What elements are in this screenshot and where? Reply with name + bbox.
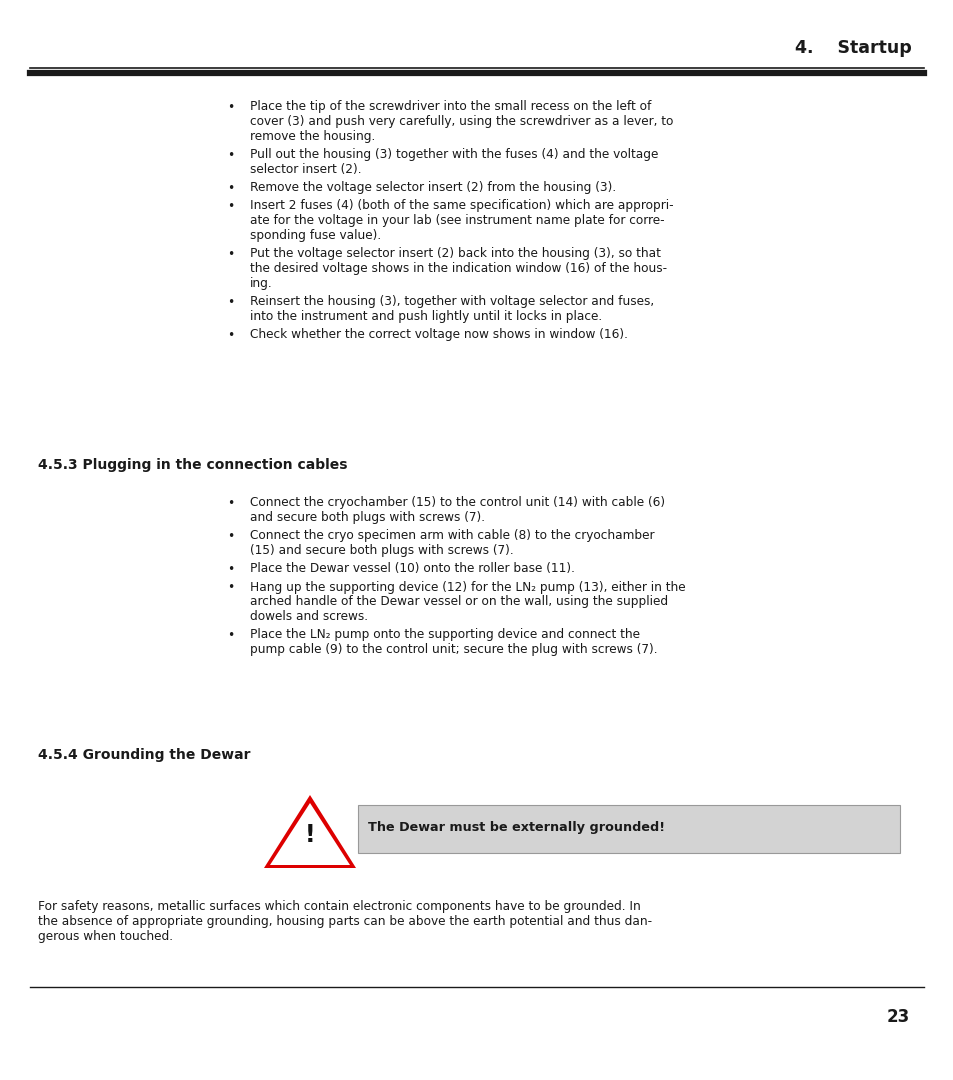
Text: •: • <box>227 563 234 577</box>
Text: Insert 2 fuses (4) (both of the same specification) which are appropri-: Insert 2 fuses (4) (both of the same spe… <box>250 200 673 213</box>
Text: •: • <box>227 329 234 342</box>
Text: Pull out the housing (3) together with the fuses (4) and the voltage: Pull out the housing (3) together with t… <box>250 148 658 161</box>
Text: 23: 23 <box>886 1008 909 1026</box>
Text: •: • <box>227 497 234 510</box>
Text: dowels and screws.: dowels and screws. <box>250 610 368 623</box>
Text: Place the tip of the screwdriver into the small recess on the left of: Place the tip of the screwdriver into th… <box>250 100 651 113</box>
Text: !: ! <box>304 823 315 848</box>
Text: •: • <box>227 581 234 594</box>
Text: Place the LN₂ pump onto the supporting device and connect the: Place the LN₂ pump onto the supporting d… <box>250 629 639 642</box>
Text: •: • <box>227 530 234 543</box>
Text: into the instrument and push lightly until it locks in place.: into the instrument and push lightly unt… <box>250 310 601 323</box>
Text: •: • <box>227 200 234 213</box>
Text: •: • <box>227 630 234 643</box>
Text: Check whether the correct voltage now shows in window (16).: Check whether the correct voltage now sh… <box>250 328 627 341</box>
Text: Remove the voltage selector insert (2) from the housing (3).: Remove the voltage selector insert (2) f… <box>250 181 616 194</box>
Text: Place the Dewar vessel (10) onto the roller base (11).: Place the Dewar vessel (10) onto the rol… <box>250 563 575 576</box>
Text: •: • <box>227 183 234 195</box>
Text: •: • <box>227 248 234 261</box>
Text: ate for the voltage in your lab (see instrument name plate for corre-: ate for the voltage in your lab (see ins… <box>250 214 664 227</box>
Text: arched handle of the Dewar vessel or on the wall, using the supplied: arched handle of the Dewar vessel or on … <box>250 595 667 608</box>
Text: 4.5.3 Plugging in the connection cables: 4.5.3 Plugging in the connection cables <box>38 458 347 472</box>
Text: 4.    Startup: 4. Startup <box>795 39 911 57</box>
Text: Hang up the supporting device (12) for the LN₂ pump (13), either in the: Hang up the supporting device (12) for t… <box>250 581 685 594</box>
Text: Connect the cryo specimen arm with cable (8) to the cryochamber: Connect the cryo specimen arm with cable… <box>250 529 654 542</box>
Text: cover (3) and push very carefully, using the screwdriver as a lever, to: cover (3) and push very carefully, using… <box>250 114 673 127</box>
Text: gerous when touched.: gerous when touched. <box>38 930 172 943</box>
FancyBboxPatch shape <box>357 805 899 853</box>
Text: For safety reasons, metallic surfaces which contain electronic components have t: For safety reasons, metallic surfaces wh… <box>38 900 640 913</box>
Text: sponding fuse value).: sponding fuse value). <box>250 229 381 242</box>
Text: Connect the cryochamber (15) to the control unit (14) with cable (6): Connect the cryochamber (15) to the cont… <box>250 496 664 509</box>
Text: selector insert (2).: selector insert (2). <box>250 163 361 176</box>
Text: •: • <box>227 296 234 309</box>
Text: pump cable (9) to the control unit; secure the plug with screws (7).: pump cable (9) to the control unit; secu… <box>250 644 657 657</box>
Text: the desired voltage shows in the indication window (16) of the hous-: the desired voltage shows in the indicat… <box>250 262 666 275</box>
Polygon shape <box>270 804 350 865</box>
Polygon shape <box>264 795 355 868</box>
Text: the absence of appropriate grounding, housing parts can be above the earth poten: the absence of appropriate grounding, ho… <box>38 915 652 928</box>
Text: 4.5.4 Grounding the Dewar: 4.5.4 Grounding the Dewar <box>38 748 251 762</box>
Text: ing.: ing. <box>250 276 273 289</box>
Text: The Dewar must be externally grounded!: The Dewar must be externally grounded! <box>368 822 664 835</box>
Text: remove the housing.: remove the housing. <box>250 130 375 143</box>
Text: Put the voltage selector insert (2) back into the housing (3), so that: Put the voltage selector insert (2) back… <box>250 247 660 260</box>
Text: (15) and secure both plugs with screws (7).: (15) and secure both plugs with screws (… <box>250 544 513 557</box>
Text: •: • <box>227 102 234 114</box>
Text: •: • <box>227 149 234 162</box>
Text: and secure both plugs with screws (7).: and secure both plugs with screws (7). <box>250 511 484 524</box>
Text: Reinsert the housing (3), together with voltage selector and fuses,: Reinsert the housing (3), together with … <box>250 295 654 308</box>
